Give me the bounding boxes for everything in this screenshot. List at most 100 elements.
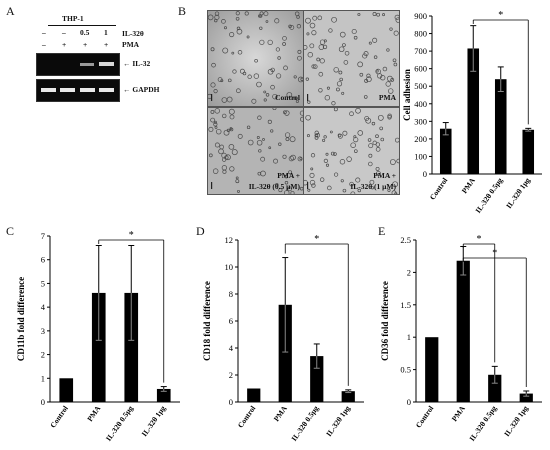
gel-row2-value-4: + [104, 40, 109, 49]
x-tick-label: Control [236, 404, 258, 430]
cell-speck [229, 127, 234, 132]
cell-speck [357, 130, 364, 136]
cell-speck [357, 61, 363, 68]
cell-speck [287, 186, 293, 192]
cell-speck [221, 97, 228, 103]
cell-speck [386, 75, 393, 82]
cell-speck [226, 96, 233, 103]
gel-cell-line: THP-1 [62, 14, 84, 23]
cell-speck [313, 64, 318, 69]
cell-speck [222, 47, 229, 54]
y-tick-label: 200 [414, 134, 427, 144]
cell-speck [350, 142, 356, 148]
y-tick-label: 1 [407, 332, 411, 342]
x-tick-label: IL-32θ 1μg [504, 176, 532, 210]
cell-speck [310, 153, 316, 158]
y-tick-label: 900 [414, 11, 427, 21]
cell-speck [322, 138, 326, 142]
cell-speck [270, 84, 275, 90]
cell-speck [394, 192, 398, 194]
scale-bar [307, 182, 309, 189]
micrograph-label-pma-plus-2: PMA + [373, 171, 396, 180]
panel-label-a: A [6, 4, 15, 18]
cell-speck [254, 58, 258, 63]
bar [91, 292, 106, 402]
significance-marker: * [477, 234, 482, 245]
cell-speck [323, 135, 327, 139]
cell-speck [318, 71, 324, 77]
y-tick-label: 2 [229, 370, 233, 380]
cell-speck [338, 46, 345, 53]
x-tick-label: Control [414, 404, 436, 430]
cell-speck [236, 26, 241, 31]
cell-speck [344, 50, 350, 56]
bar [310, 356, 324, 402]
cell-speck [375, 166, 380, 171]
cell-speck [232, 69, 237, 74]
cell-speck [353, 35, 358, 40]
cell-speck [244, 11, 249, 16]
x-tick-label: PMA [272, 404, 290, 424]
cell-speck [225, 154, 231, 161]
cell-speck [208, 126, 214, 132]
bar [494, 79, 507, 174]
cell-speck [382, 66, 388, 72]
cell-speck [226, 128, 230, 132]
cell-speck [235, 176, 239, 180]
cell-speck [349, 111, 354, 117]
cell-speck [395, 17, 399, 23]
cell-speck [319, 58, 325, 64]
panel-label-c: C [6, 224, 15, 238]
gel-bands-gapdh [41, 88, 114, 92]
micrograph-pma: PMA [303, 10, 400, 107]
y-tick-label: 800 [414, 29, 427, 39]
x-tick-label: Control [428, 176, 450, 202]
cell-speck [387, 188, 391, 192]
cell-speck [394, 14, 399, 20]
cell-speck [239, 68, 245, 74]
cell-speck [297, 49, 302, 54]
cell-speck [297, 55, 302, 61]
cell-speck [212, 168, 219, 174]
cell-speck [375, 134, 379, 139]
y-tick-label: 5 [41, 278, 45, 288]
cell-speck [282, 36, 287, 41]
cell-speck [342, 130, 348, 136]
cell-speck [387, 113, 393, 119]
x-tick-label: IL-32θ 1μg [140, 404, 168, 438]
bar [425, 337, 439, 402]
bar [519, 393, 533, 402]
y-tick-label: 0.5 [400, 365, 411, 375]
cell-speck [305, 77, 309, 81]
gel-divider [48, 25, 116, 26]
micrograph-label-control: Control [275, 93, 300, 102]
cell-speck [368, 161, 373, 167]
x-tick-label: PMA [450, 404, 468, 424]
cell-speck [305, 114, 311, 121]
cell-speck [237, 189, 240, 193]
cell-speck [323, 39, 327, 43]
cell-speck [221, 19, 226, 24]
cell-speck [369, 179, 375, 185]
cell-speck [216, 128, 222, 135]
cell-speck [228, 144, 235, 150]
gel-blot-il32 [36, 53, 120, 76]
cell-speck [322, 44, 328, 50]
y-tick-label: 2 [41, 350, 45, 360]
cell-speck [282, 154, 287, 159]
gel-row1-value-1: – [42, 28, 46, 37]
cell-speck [357, 12, 361, 16]
y-tick-label: 7 [41, 231, 45, 241]
gel-row2-value-3: + [83, 40, 88, 49]
cell-speck [246, 125, 251, 130]
cell-speck [259, 39, 265, 45]
cell-speck [214, 108, 220, 114]
y-tick-label: 0 [229, 397, 233, 407]
cell-speck [265, 93, 270, 97]
gel-bands-il32 [80, 62, 114, 66]
cell-speck [355, 177, 361, 183]
cell-speck [246, 35, 250, 39]
gel-blot-gapdh [36, 79, 120, 102]
cell-speck [331, 16, 337, 23]
